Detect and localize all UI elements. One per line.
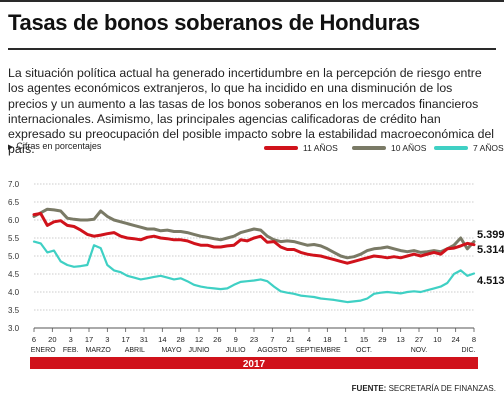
date-tick-label: 12 [195, 335, 203, 344]
y-tick-label: 6.0 [8, 216, 20, 225]
page-title: Tasas de bonos soberanos de Honduras [8, 10, 420, 35]
date-tick-label: 8 [472, 335, 476, 344]
date-tick-label: 13 [396, 335, 404, 344]
end-label-7-anos: 4.513 [477, 275, 504, 287]
month-label: JULIO [226, 347, 246, 354]
date-tick-label: 15 [360, 335, 368, 344]
intro-paragraph: La situación política actual ha generado… [8, 66, 495, 157]
date-tick-label: 9 [234, 335, 238, 344]
legend-label-10: 10 AÑOS [391, 143, 427, 153]
legend-item-7: 7 AÑOS [434, 143, 504, 153]
y-tick-label: 7.0 [8, 180, 20, 189]
legend-swatch-10 [352, 146, 386, 150]
source-text: SECRETARÍA DE FINANZAS. [388, 384, 496, 393]
month-label: ENERO [31, 347, 56, 354]
series-line-7-anos [32, 240, 476, 304]
date-tick-label: 1 [344, 335, 348, 344]
legend-label-11: 11 AÑOS [303, 143, 338, 153]
legend-item-11: 11 AÑOS [264, 143, 338, 153]
month-label: NOV. [411, 347, 428, 354]
date-tick-label: 17 [85, 335, 93, 344]
month-label: MARZO [86, 347, 112, 354]
month-label: MAYO [161, 347, 182, 354]
units-note-text: Cifras en porcentajes [16, 141, 102, 151]
month-label: SEPTIEMBRE [296, 347, 341, 354]
date-tick-label: 18 [323, 335, 331, 344]
end-label-11-anos: 5.314 [477, 244, 504, 256]
date-tick-label: 7 [270, 335, 274, 344]
date-tick-label: 31 [140, 335, 148, 344]
month-label: ABRIL [125, 347, 145, 354]
triangle-icon: ▶ [8, 144, 14, 151]
date-tick-label: 23 [250, 335, 258, 344]
date-tick-label: 21 [286, 335, 294, 344]
y-tick-label: 5.0 [8, 252, 20, 261]
y-tick-label: 5.5 [8, 234, 20, 243]
date-tick-label: 3 [105, 335, 109, 344]
title-divider [8, 48, 496, 50]
y-tick-label: 3.0 [8, 324, 20, 333]
date-tick-label: 4 [307, 335, 311, 344]
end-label-10-anos: 5.399 [477, 229, 504, 241]
date-tick-label: 20 [48, 335, 56, 344]
date-tick-label: 29 [378, 335, 386, 344]
month-label: AGOSTO [257, 347, 287, 354]
date-tick-label: 14 [158, 335, 166, 344]
source-note: FUENTE: SECRETARÍA DE FINANZAS. [352, 384, 496, 393]
y-tick-label: 4.5 [8, 270, 20, 279]
date-tick-label: 17 [121, 335, 129, 344]
legend-swatch-11 [264, 146, 298, 150]
date-tick-label: 26 [213, 335, 221, 344]
series-line-11-anos [32, 212, 476, 265]
month-label: OCT. [356, 347, 372, 354]
date-tick-label: 6 [32, 335, 36, 344]
units-note: ▶ Cifras en porcentajes [8, 141, 101, 151]
legend-label-7: 7 AÑOS [473, 143, 504, 153]
year-band [30, 357, 478, 369]
date-tick-label: 28 [176, 335, 184, 344]
legend-swatch-7 [434, 146, 468, 150]
legend-item-10: 10 AÑOS [352, 143, 426, 153]
month-label: FEB. [63, 347, 79, 354]
series-line-10-anos [32, 207, 476, 260]
date-tick-label: 27 [415, 335, 423, 344]
year-label: 2017 [243, 359, 266, 370]
month-label: JUNIO [189, 347, 211, 354]
date-tick-label: 10 [433, 335, 441, 344]
month-label: DIC. [462, 347, 476, 354]
y-tick-label: 4.0 [8, 288, 20, 297]
date-tick-label: 3 [69, 335, 73, 344]
top-rule [0, 0, 504, 2]
date-tick-label: 24 [451, 335, 459, 344]
y-tick-label: 6.5 [8, 198, 20, 207]
y-tick-label: 3.5 [8, 306, 20, 315]
source-label: FUENTE: [351, 384, 387, 393]
